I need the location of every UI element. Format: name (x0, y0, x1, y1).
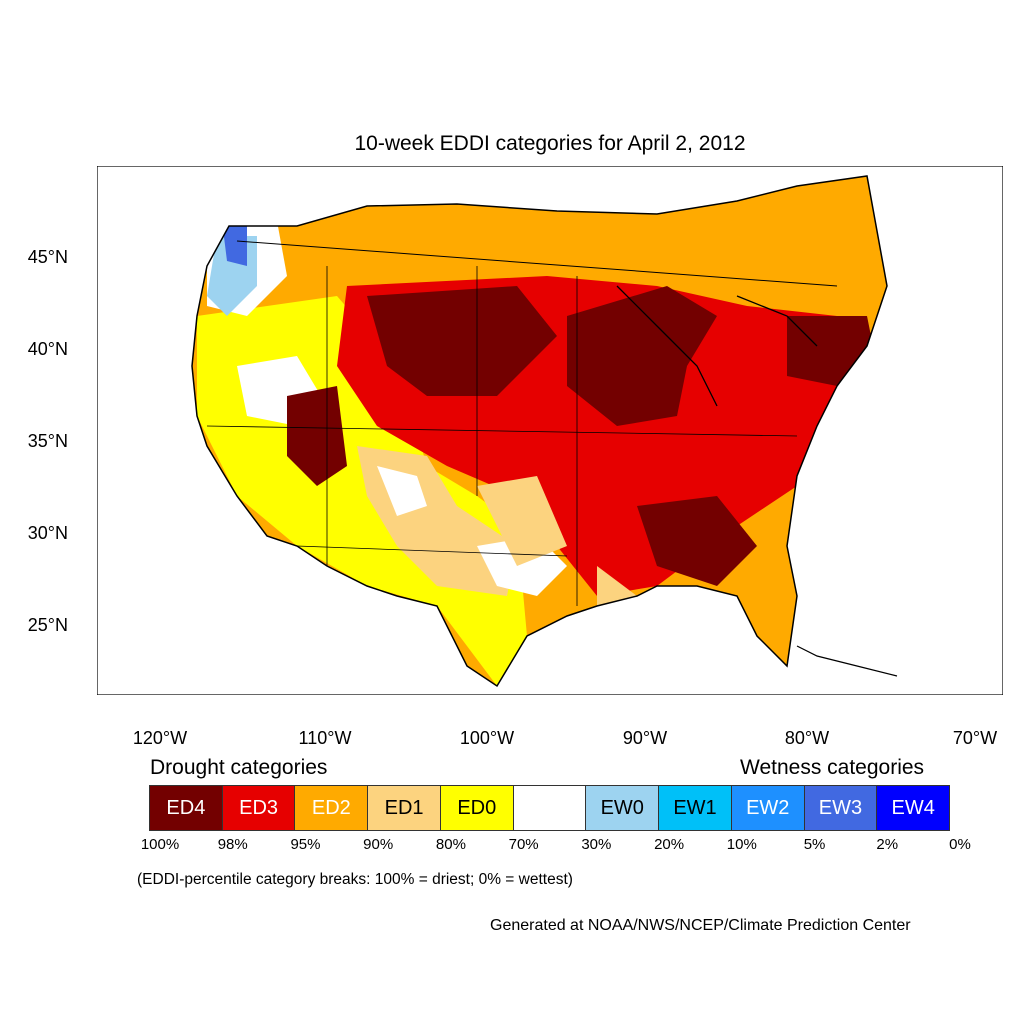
credit-line: Generated at NOAA/NWS/NCEP/Climate Predi… (490, 917, 911, 934)
legend-break-label: 2% (876, 836, 899, 853)
legend-category-label: EW1 (673, 796, 717, 819)
legend-category-label: EW4 (891, 796, 935, 819)
legend-category: ED1 (367, 785, 441, 831)
eddi-map (97, 166, 1003, 695)
lat-label: 35°N (27, 431, 68, 451)
lat-label: 30°N (27, 523, 68, 543)
legend-break-label: 95% (290, 836, 321, 853)
lat-label: 25°N (27, 615, 68, 635)
legend-category-label: EW0 (600, 796, 644, 819)
legend-category: EW3 (803, 785, 878, 831)
legend-bar: ED4 ED3 ED2 ED1 ED0 EW0 EW1 EW2 EW3 EW4 (149, 785, 951, 831)
legend-category-label: ED1 (384, 796, 424, 819)
legend-break-label: 90% (363, 836, 394, 853)
lon-label: 100°W (459, 728, 515, 748)
lon-label: 120°W (132, 728, 188, 748)
legend-break-label: 10% (726, 836, 757, 853)
lon-label: 70°W (952, 728, 998, 748)
us-mexico-border (296, 545, 568, 557)
legend-break-label: 5% (803, 836, 826, 853)
legend-category: ED2 (294, 785, 369, 831)
legend-category: EW2 (730, 785, 805, 831)
legend-category: ED4 (149, 785, 223, 831)
legend-break-label: 80% (435, 836, 466, 853)
eddi-raster (192, 176, 887, 686)
legend-category-label: EW3 (818, 796, 863, 819)
wetness-heading: Wetness categories (740, 756, 925, 779)
great-lakes-shoreline (616, 285, 718, 407)
drought-heading: Drought categories (150, 756, 328, 779)
legend-category-label: EW2 (746, 796, 790, 819)
legend-breaks: 100% 98% 95% 90% 80% 70% 30% 20% 10% 5% 2% 0% (130, 836, 990, 856)
state-border (206, 425, 798, 437)
legend-category: ED0 (439, 785, 514, 831)
lon-label: 80°W (784, 728, 830, 748)
legend-category-label: ED0 (457, 796, 497, 819)
legend-category-label: ED4 (166, 796, 206, 819)
coastline (191, 175, 888, 688)
legend-break-label: 30% (581, 836, 612, 853)
legend-category: EW4 (876, 785, 951, 831)
legend-category-label: ED2 (311, 796, 351, 819)
great-lakes-shoreline (736, 295, 818, 347)
lat-label: 45°N (27, 247, 68, 267)
legend-category: EW1 (658, 785, 732, 831)
map-title: 10-week EDDI categories for April 2, 201… (354, 132, 746, 155)
legend-category: ED3 (221, 785, 296, 831)
legend-break-label: 0% (949, 836, 971, 853)
legend-break-label: 98% (217, 836, 248, 853)
state-border (236, 240, 838, 287)
legend-break-label: 20% (654, 836, 685, 853)
legend-break-label: 100% (140, 836, 180, 853)
legend-category: EW0 (585, 785, 660, 831)
legend-break-label: 70% (508, 836, 539, 853)
caribbean-coast (796, 645, 898, 677)
lon-label: 110°W (298, 728, 352, 748)
legend-category (512, 785, 587, 831)
lat-label: 40°N (27, 339, 68, 359)
legend-category-label: ED3 (239, 796, 279, 819)
category-note: (EDDI-percentile category breaks: 100% =… (137, 871, 573, 888)
lon-label: 90°W (622, 728, 668, 748)
